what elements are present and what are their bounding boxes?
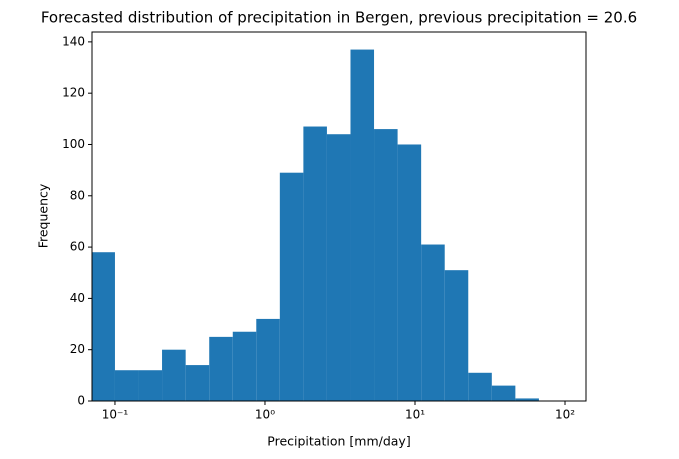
y-tick-label: 140 bbox=[62, 34, 85, 48]
bars bbox=[92, 49, 539, 401]
chart-title: Forecasted distribution of precipitation… bbox=[41, 9, 637, 27]
y-tick-label: 80 bbox=[70, 188, 85, 202]
bar bbox=[444, 270, 469, 401]
x-tick-label: 10² bbox=[555, 408, 575, 422]
y-tick-label: 20 bbox=[70, 342, 85, 356]
y-tick-label: 100 bbox=[62, 137, 85, 151]
bar bbox=[515, 398, 539, 401]
bar bbox=[209, 336, 233, 401]
y-tick-label: 0 bbox=[77, 394, 85, 408]
bar bbox=[303, 126, 327, 401]
bar bbox=[326, 134, 351, 401]
bar bbox=[374, 129, 398, 401]
x-tick-label: 10¹ bbox=[405, 408, 425, 422]
bar bbox=[232, 331, 257, 401]
bar bbox=[421, 244, 445, 401]
x-tick-label: 10⁰ bbox=[255, 408, 275, 422]
bar bbox=[92, 252, 115, 401]
bar bbox=[397, 144, 422, 401]
x-tick-label: 10⁻¹ bbox=[102, 408, 129, 422]
bar bbox=[185, 365, 210, 401]
y-tick-label: 120 bbox=[62, 86, 85, 100]
bar bbox=[138, 370, 163, 401]
bar bbox=[468, 372, 492, 401]
bar bbox=[162, 349, 186, 401]
x-axis-label: Precipitation [mm/day] bbox=[267, 434, 410, 449]
bar bbox=[491, 385, 516, 401]
plot-frame bbox=[91, 31, 587, 402]
bar bbox=[350, 49, 375, 401]
y-tick-label: 40 bbox=[70, 291, 85, 305]
y-axis-label: Frequency bbox=[36, 183, 51, 248]
bar bbox=[279, 172, 304, 401]
y-tick-label: 60 bbox=[70, 240, 85, 254]
bar bbox=[114, 370, 139, 401]
bar bbox=[256, 318, 280, 401]
